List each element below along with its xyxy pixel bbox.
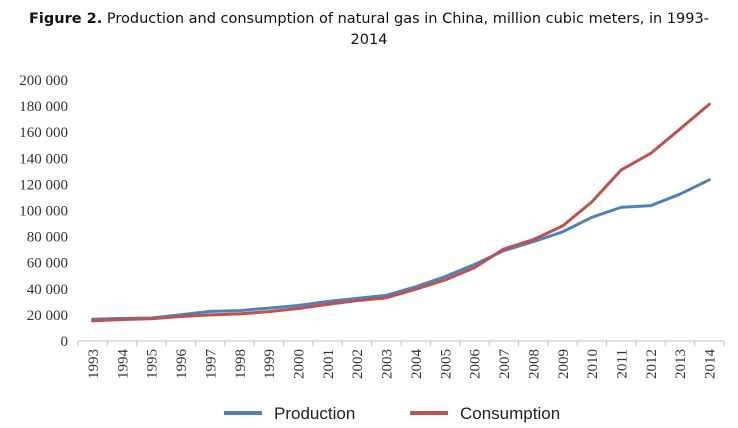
x-tick-label: 2004 (409, 349, 425, 380)
series-line-consumption (91, 102, 711, 323)
y-tick-label: 20 000 (27, 308, 68, 324)
x-tick-label: 1999 (262, 349, 278, 379)
x-tick-label: 2010 (585, 349, 601, 379)
figure-label: Figure 2. (29, 11, 103, 27)
x-tick-label: 2003 (380, 349, 396, 379)
figure-caption-line2: 2014 (350, 32, 388, 48)
series-group (91, 102, 711, 323)
y-tick-label: 120 000 (19, 177, 68, 193)
x-tick-label: 1993 (86, 349, 102, 379)
x-tick-label: 1998 (233, 349, 249, 379)
y-tick-label: 60 000 (27, 256, 68, 272)
y-tick-label: 40 000 (27, 282, 68, 298)
x-tick-label: 2001 (321, 349, 337, 379)
x-tick-label: 2000 (291, 349, 307, 379)
figure-caption-line1: Production and consumption of natural ga… (102, 11, 709, 27)
y-tick-label: 80 000 (27, 230, 68, 246)
legend-label-production: Production (274, 404, 355, 423)
x-tick-label: 2002 (350, 349, 366, 379)
x-tick-label: 2006 (468, 349, 484, 380)
x-tick-label: 1994 (115, 349, 131, 380)
x-tick-label: 1997 (203, 349, 219, 380)
x-tick-label: 2005 (438, 349, 454, 379)
title-line-1: Figure 2. Production and consumption of … (0, 9, 738, 30)
y-tick-label: 100 000 (19, 204, 68, 220)
x-tick-label: 2011 (614, 349, 630, 378)
x-tick-label: 2012 (644, 349, 660, 379)
legend-label-consumption: Consumption (460, 404, 560, 423)
x-tick-label: 2007 (497, 348, 513, 379)
y-tick-label: 0 (61, 334, 69, 350)
x-tick-label: 2014 (703, 349, 719, 380)
y-tick-label: 180 000 (19, 99, 68, 115)
chart-title: Figure 2. Production and consumption of … (0, 9, 738, 51)
y-tick-label: 140 000 (19, 151, 68, 167)
legend: Production Consumption (224, 404, 560, 423)
y-axis: 0 20 000 40 000 60 000 80 000 100 000 120 000 1… (19, 73, 68, 350)
x-tick-label: 2013 (673, 349, 689, 379)
series-line-production (91, 178, 711, 321)
y-tick-label: 200 000 (19, 73, 68, 89)
x-tick-label: 1995 (145, 349, 161, 379)
x-tick-label: 1996 (174, 349, 190, 380)
x-axis: 1993 1994 1995 1996 1997 1998 1999 2000 2001 2002… (77, 340, 725, 380)
x-tick-label: 2008 (526, 349, 542, 379)
x-tick-label: 2009 (556, 349, 572, 379)
y-tick-label: 160 000 (19, 125, 68, 141)
